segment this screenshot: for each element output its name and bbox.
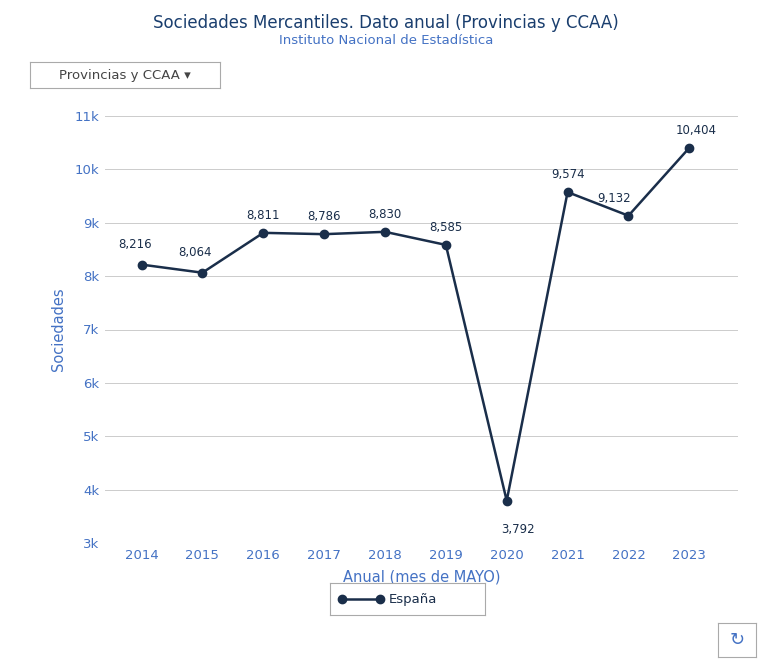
Text: 9,574: 9,574: [550, 168, 584, 181]
Text: 10,404: 10,404: [676, 124, 716, 137]
Text: 8,216: 8,216: [118, 238, 151, 251]
Text: Sociedades Mercantiles. Dato anual (Provincias y CCAA): Sociedades Mercantiles. Dato anual (Prov…: [153, 14, 619, 32]
Text: España: España: [389, 592, 437, 605]
Text: Provincias y CCAA ▾: Provincias y CCAA ▾: [59, 69, 191, 81]
Text: ↻: ↻: [730, 631, 744, 649]
Text: 3,792: 3,792: [501, 523, 535, 536]
Text: 8,830: 8,830: [368, 208, 401, 221]
Text: 8,064: 8,064: [178, 246, 212, 259]
X-axis label: Anual (mes de MAYO): Anual (mes de MAYO): [343, 570, 500, 585]
Y-axis label: Sociedades: Sociedades: [52, 288, 66, 371]
Text: 9,132: 9,132: [598, 192, 631, 205]
Text: 8,585: 8,585: [429, 221, 462, 234]
Text: 8,811: 8,811: [246, 209, 280, 221]
Text: 8,786: 8,786: [307, 210, 341, 223]
Text: Instituto Nacional de Estadística: Instituto Nacional de Estadística: [279, 34, 493, 47]
